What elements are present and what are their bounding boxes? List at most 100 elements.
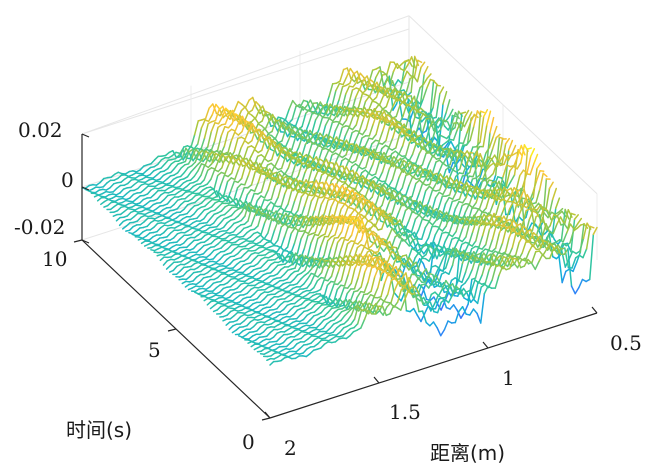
surface-segment	[388, 240, 395, 251]
surface-segment	[452, 129, 458, 141]
surface-segment	[219, 217, 225, 224]
surface-segment	[251, 129, 257, 142]
surface-segment	[457, 112, 463, 153]
surface-segment	[421, 253, 427, 259]
surface-segment	[120, 178, 126, 184]
surface-segment	[139, 221, 145, 226]
surface-segment	[258, 274, 265, 279]
surface-segment	[224, 114, 230, 125]
surface-segment	[441, 267, 447, 272]
surface-segment	[468, 203, 474, 209]
surface-segment	[489, 116, 495, 134]
surface-segment	[373, 108, 379, 116]
surface-segment	[348, 256, 354, 267]
surface-segment	[344, 259, 350, 267]
surface-segment	[263, 189, 269, 199]
surface-segment	[267, 176, 273, 191]
surface-segment	[220, 174, 226, 186]
surface-segment	[351, 192, 357, 204]
surface-segment	[409, 106, 415, 114]
surface-segment	[399, 159, 405, 169]
surface-segment	[322, 111, 328, 119]
surface-segment	[542, 216, 548, 231]
surface-segment	[391, 227, 397, 234]
surface-segment	[273, 239, 279, 246]
surface-segment	[461, 170, 467, 186]
surface-segment	[393, 222, 399, 231]
surface-segment	[200, 137, 206, 151]
surface-segment	[422, 242, 428, 248]
surface-segment	[256, 293, 262, 300]
surface-segment	[394, 255, 400, 262]
surface-mesh	[81, 55, 598, 366]
surface-segment	[362, 88, 368, 94]
surface-segment	[472, 185, 478, 195]
surface-segment	[291, 99, 298, 107]
surface-segment	[444, 196, 450, 205]
surface-segment	[300, 191, 306, 198]
surface-segment	[465, 217, 471, 224]
surface-segment	[404, 263, 410, 271]
surface-segment	[518, 205, 524, 215]
surface-segment	[381, 192, 387, 206]
surface-segment	[396, 62, 402, 70]
surface-segment	[210, 239, 216, 245]
surface-segment	[455, 218, 461, 233]
surface-segment	[428, 211, 434, 222]
surface-segment	[418, 146, 424, 155]
surface-segment	[373, 223, 379, 231]
surface-segment	[180, 258, 186, 263]
surface-segment	[210, 169, 216, 181]
grid-line	[81, 28, 410, 135]
surface-segment	[425, 169, 432, 178]
surface-segment	[309, 315, 315, 321]
surface-segment	[406, 91, 412, 97]
surface-segment	[418, 205, 424, 216]
surface-segment	[185, 275, 191, 281]
surface-segment	[479, 191, 485, 197]
surface-segment	[391, 200, 397, 215]
surface-segment	[208, 150, 214, 158]
surface-segment	[411, 142, 417, 156]
surface-segment	[395, 104, 401, 118]
surface-segment	[312, 156, 318, 162]
surface-segment	[227, 206, 233, 212]
surface-segment	[445, 214, 451, 227]
surface-segment	[400, 91, 406, 103]
surface-segment	[297, 330, 303, 336]
surface-segment	[233, 187, 239, 202]
surface-segment	[333, 106, 339, 117]
surface-segment	[217, 239, 223, 245]
surface-segment	[256, 258, 262, 265]
surface-segment	[232, 297, 238, 302]
surface-segment	[421, 213, 428, 220]
surface-segment	[226, 278, 232, 284]
surface-segment	[519, 188, 525, 200]
surface-segment	[269, 240, 275, 246]
surface-segment	[270, 229, 276, 242]
surface-segment	[393, 79, 399, 87]
surface-segment	[164, 151, 170, 157]
surface-segment	[332, 104, 338, 110]
surface-segment	[374, 142, 380, 153]
surface-segment	[244, 242, 250, 247]
surface-segment	[464, 109, 470, 118]
surface-segment	[546, 209, 552, 221]
surface-segment	[219, 254, 225, 261]
surface-segment	[374, 103, 380, 110]
surface-segment	[472, 150, 478, 160]
surface-segment	[557, 210, 563, 216]
surface-segment	[485, 164, 491, 171]
surface-segment	[153, 222, 159, 228]
surface-segment	[153, 155, 160, 161]
surface-segment	[156, 194, 162, 200]
surface-segment	[306, 282, 312, 289]
surface-segment	[436, 116, 442, 123]
surface-segment	[165, 264, 171, 270]
surface-segment	[337, 230, 343, 239]
surface-segment	[119, 210, 125, 216]
surface-segment	[429, 296, 435, 302]
surface-segment	[416, 165, 422, 173]
surface-segment	[288, 126, 295, 133]
